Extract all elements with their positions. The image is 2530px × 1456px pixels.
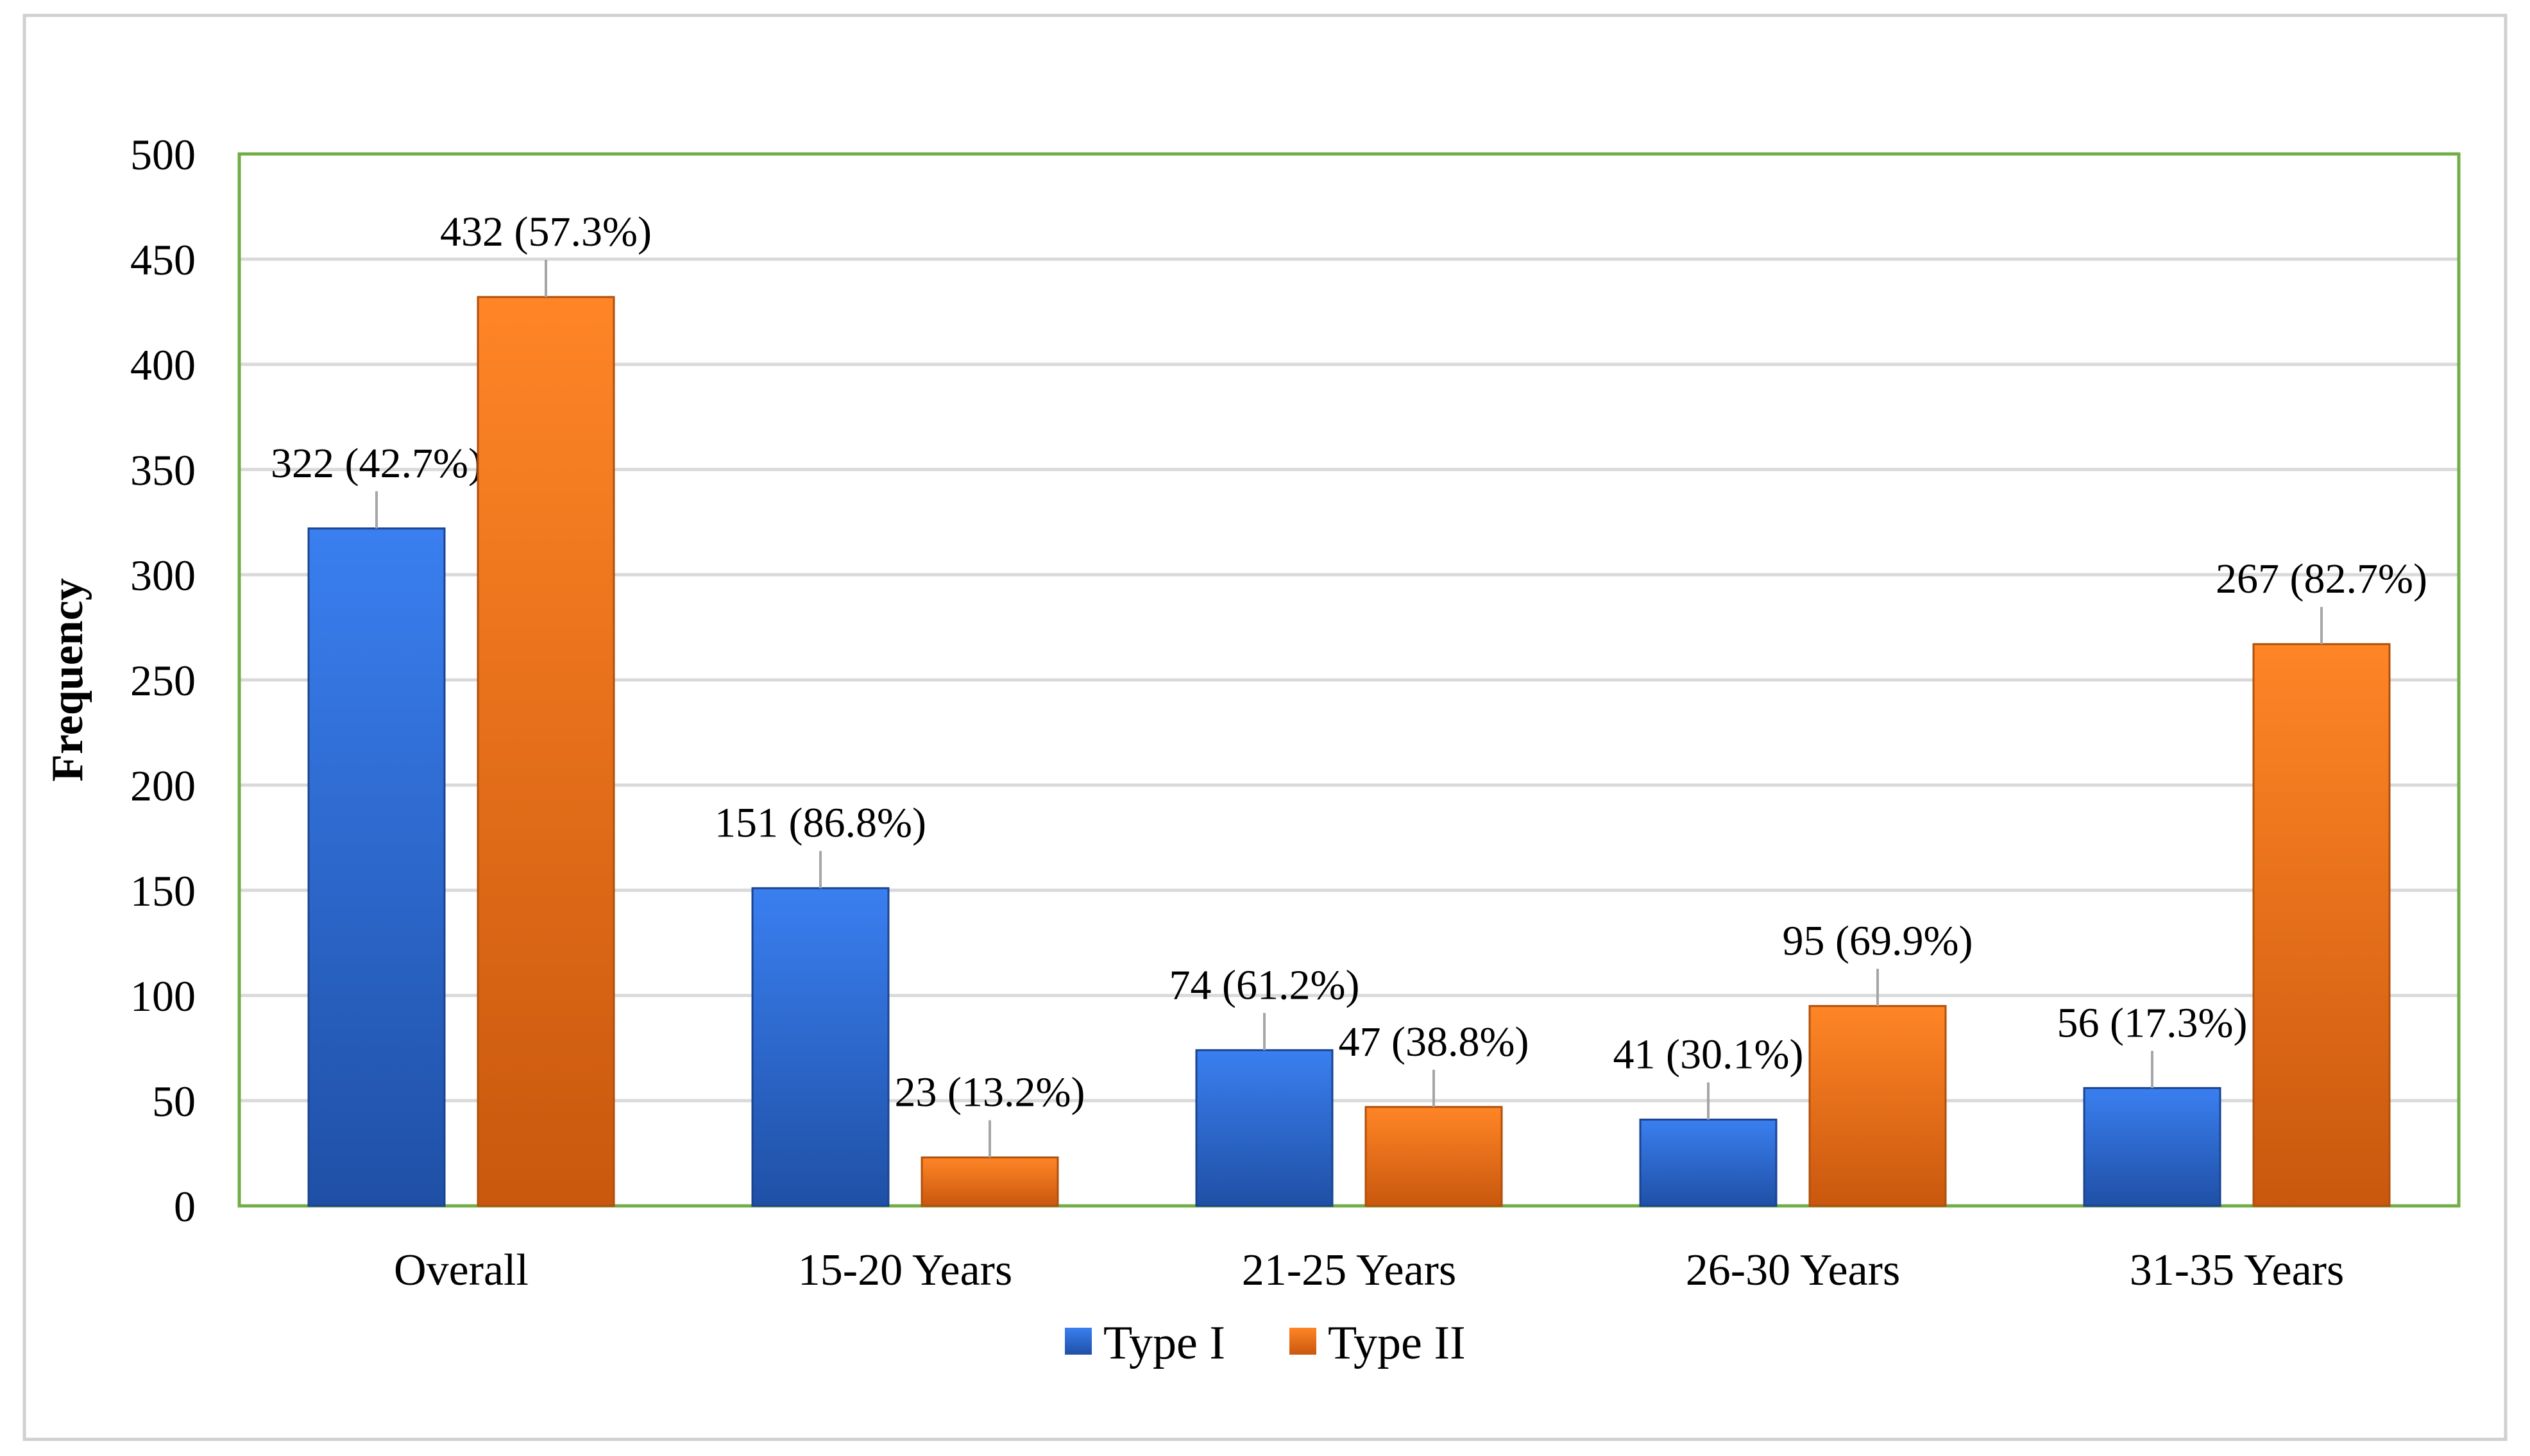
- data-label-type-ii-26-30-years: 95 (69.9%): [1783, 917, 1973, 964]
- legend-swatch-type-i: [1065, 1328, 1092, 1355]
- data-label-type-ii-31-35-years: 267 (82.7%): [2216, 555, 2427, 602]
- y-tick-label: 200: [130, 761, 196, 810]
- legend-swatch-type-ii: [1289, 1328, 1316, 1355]
- x-tick-label: 31-35 Years: [2130, 1246, 2344, 1295]
- y-tick-label: 50: [152, 1077, 196, 1126]
- y-tick-label: 100: [130, 972, 196, 1020]
- axes: 0 50 100 150 200 250 300 350 400 450 500 Overall 15-…: [130, 130, 2344, 1295]
- bar-type-ii-overall: [477, 296, 615, 1207]
- y-tick-label: 300: [130, 551, 196, 600]
- y-tick-label: 500: [130, 130, 196, 179]
- legend: Type I Type II: [1065, 1317, 1466, 1369]
- y-tick-label: 150: [130, 867, 196, 915]
- data-label-type-i-overall: 322 (42.7%): [271, 440, 482, 487]
- bar-type-ii-26-30-years: [1808, 1004, 1947, 1207]
- bar-type-i-31-35-years: [2083, 1087, 2221, 1207]
- data-label-type-i-21-25-years: 74 (61.2%): [1169, 961, 1360, 1008]
- bar-type-i-15-20-years: [751, 887, 890, 1207]
- bar-type-i-21-25-years: [1195, 1049, 1334, 1207]
- y-tick-label: 0: [174, 1182, 196, 1231]
- legend-label-type-i: Type I: [1103, 1317, 1225, 1369]
- bar-type-i-overall: [307, 527, 446, 1207]
- x-tick-label: 15-20 Years: [798, 1246, 1012, 1295]
- x-tick-label: Overall: [394, 1246, 529, 1295]
- y-tick-label: 250: [130, 656, 196, 705]
- bar-type-ii-15-20-years: [921, 1156, 1059, 1207]
- y-axis-label: Frequency: [43, 578, 92, 782]
- bar-type-ii-31-35-years: [2252, 643, 2391, 1207]
- bars: 322 (42.7%) 432 (57.3%) 151 (86.8%) 23 (13.…: [271, 208, 2427, 1207]
- y-tick-label: 400: [130, 341, 196, 389]
- data-label-type-ii-overall: 432 (57.3%): [440, 208, 652, 255]
- bar-type-ii-21-25-years: [1364, 1106, 1503, 1207]
- data-label-type-i-31-35-years: 56 (17.3%): [2057, 999, 2248, 1046]
- y-tick-label: 450: [130, 235, 196, 284]
- data-label-type-ii-15-20-years: 23 (13.2%): [895, 1069, 1085, 1116]
- legend-label-type-ii: Type II: [1328, 1317, 1466, 1369]
- data-label-type-ii-21-25-years: 47 (38.8%): [1339, 1019, 1529, 1065]
- plot-area-border: [237, 152, 2461, 1208]
- x-tick-label: 26-30 Years: [1686, 1246, 1900, 1295]
- data-label-type-i-15-20-years: 151 (86.8%): [715, 800, 926, 847]
- bar-type-i-26-30-years: [1639, 1119, 1778, 1207]
- x-tick-label: 21-25 Years: [1242, 1246, 1456, 1295]
- data-label-type-i-26-30-years: 41 (30.1%): [1613, 1031, 1804, 1078]
- y-tick-label: 350: [130, 446, 196, 495]
